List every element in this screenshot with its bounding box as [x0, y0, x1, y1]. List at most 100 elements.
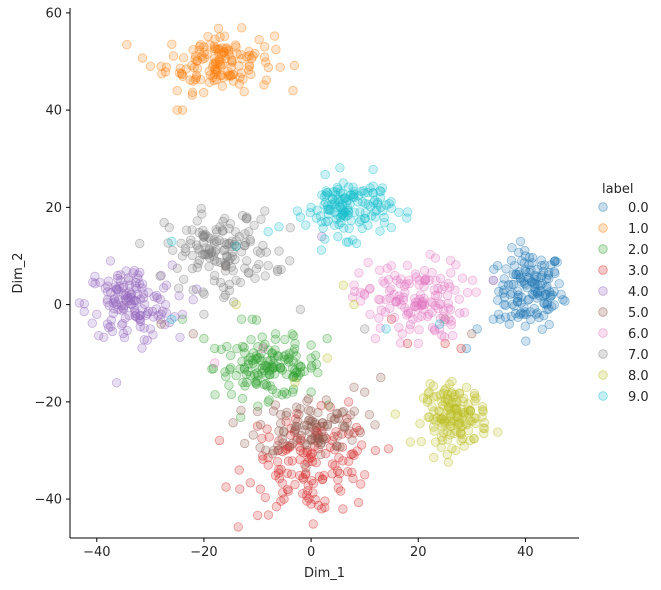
data-point — [320, 197, 331, 208]
data-point — [465, 405, 476, 415]
data-point — [87, 318, 98, 328]
data-point — [363, 187, 373, 198]
data-point — [306, 434, 317, 444]
data-point — [313, 368, 323, 378]
data-point — [252, 246, 263, 256]
data-point — [158, 306, 168, 316]
data-point — [461, 418, 471, 428]
data-point — [277, 446, 288, 457]
data-point — [332, 182, 343, 193]
data-point — [307, 476, 317, 486]
data-point — [349, 280, 359, 290]
data-point — [180, 243, 191, 254]
data-point — [242, 256, 252, 266]
data-point — [330, 207, 340, 218]
data-point — [251, 263, 262, 274]
data-point — [529, 290, 539, 300]
data-point — [185, 238, 196, 249]
data-point — [403, 308, 413, 319]
data-point — [215, 59, 225, 70]
series-0.0 — [461, 236, 570, 354]
data-point — [207, 364, 217, 374]
data-point — [128, 268, 138, 278]
data-point — [124, 280, 135, 290]
data-point — [337, 188, 348, 199]
data-point — [444, 379, 455, 390]
data-point — [504, 319, 515, 329]
data-point — [127, 299, 137, 310]
data-point — [133, 273, 143, 284]
data-point — [524, 267, 534, 278]
data-point — [204, 77, 215, 87]
data-point — [209, 235, 219, 245]
data-point — [130, 305, 140, 316]
data-point — [130, 311, 141, 321]
data-point — [510, 261, 520, 271]
data-point — [224, 49, 234, 59]
data-point — [142, 335, 153, 345]
data-point — [319, 431, 329, 441]
data-point — [258, 240, 268, 251]
data-point — [263, 345, 274, 355]
data-point — [477, 402, 488, 412]
data-point — [463, 405, 474, 415]
data-point — [190, 74, 201, 85]
data-point — [445, 404, 455, 415]
data-point — [349, 382, 359, 393]
data-point — [119, 333, 130, 343]
data-point — [311, 213, 322, 223]
data-point — [549, 256, 560, 267]
data-point — [336, 217, 346, 228]
data-point — [429, 324, 440, 335]
data-point — [293, 416, 303, 427]
data-point — [431, 416, 441, 426]
data-point — [197, 209, 207, 219]
data-point — [102, 319, 113, 329]
data-point — [117, 318, 128, 329]
data-point — [342, 203, 353, 213]
data-point — [260, 271, 270, 281]
data-point — [391, 297, 401, 307]
data-point — [368, 188, 378, 198]
data-point — [315, 439, 326, 450]
data-point — [253, 510, 263, 521]
data-point — [400, 303, 410, 313]
data-point — [365, 183, 375, 193]
data-point — [389, 312, 400, 323]
data-point — [192, 55, 203, 65]
data-point — [271, 501, 282, 512]
data-point — [156, 270, 166, 281]
data-point — [338, 456, 348, 466]
data-point — [270, 345, 280, 355]
data-point — [363, 199, 373, 210]
data-point — [207, 62, 218, 72]
data-point — [427, 402, 437, 412]
data-point — [143, 287, 153, 298]
data-point — [411, 301, 422, 311]
data-point — [252, 368, 262, 378]
data-point — [294, 409, 304, 420]
data-point — [306, 363, 316, 373]
x-tick-label: −20 — [190, 545, 217, 560]
data-point — [302, 496, 312, 506]
data-point — [274, 246, 284, 256]
data-point — [209, 255, 220, 265]
data-point — [291, 368, 301, 378]
data-point — [298, 472, 308, 483]
data-point — [283, 354, 293, 365]
data-point — [296, 435, 306, 446]
legend-marker — [598, 328, 608, 338]
data-point — [311, 419, 321, 430]
data-point — [143, 306, 154, 317]
data-point — [275, 362, 286, 373]
data-point — [507, 288, 518, 299]
data-point — [446, 409, 456, 419]
data-point — [310, 350, 321, 361]
data-point — [433, 284, 443, 294]
data-point — [353, 497, 364, 508]
data-point — [292, 206, 303, 216]
data-point — [519, 276, 529, 286]
data-point — [329, 414, 340, 424]
data-point — [227, 56, 237, 66]
data-point — [386, 314, 397, 324]
